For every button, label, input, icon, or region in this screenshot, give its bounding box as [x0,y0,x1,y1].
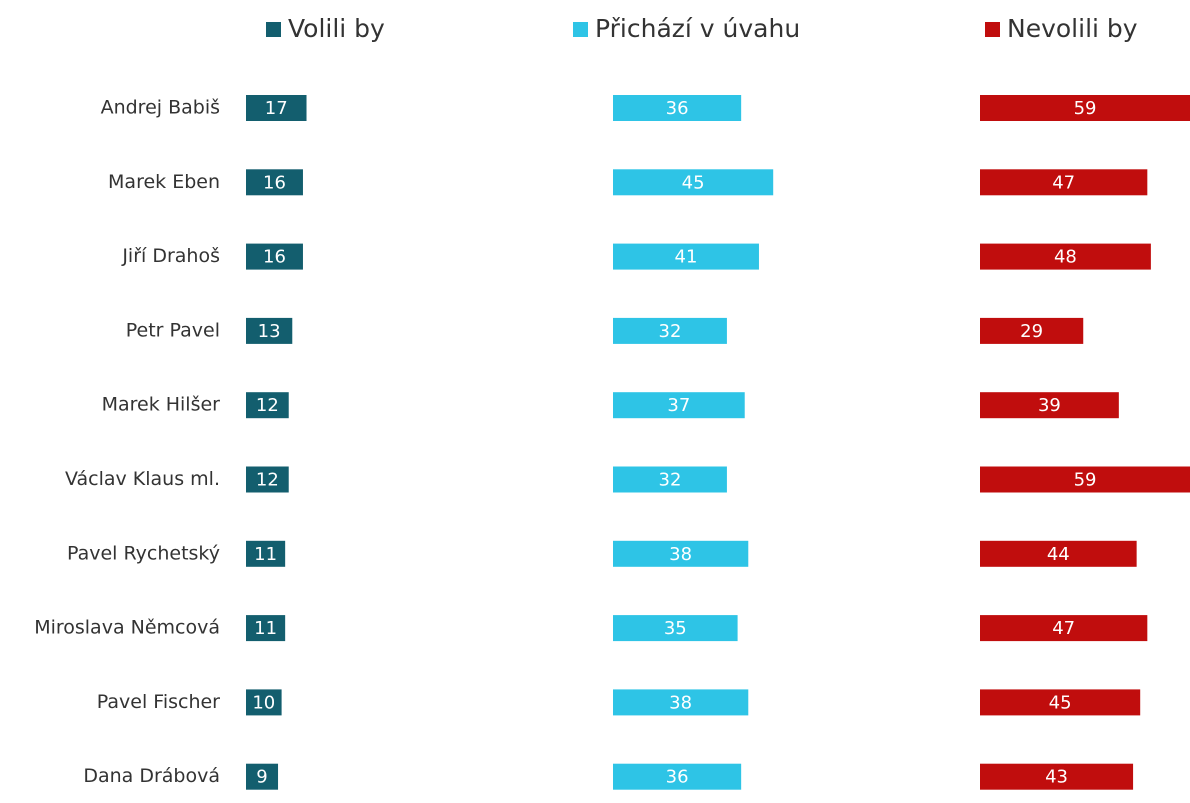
value-label: 37 [667,395,690,416]
value-label: 47 [1052,172,1075,193]
bar [246,540,286,567]
value-label: 11 [254,618,277,639]
value-label: 59 [1074,98,1097,119]
bar [246,95,307,121]
bar [613,615,738,642]
value-label: 12 [256,470,279,491]
legend-label: Přichází v úvahu [595,14,800,43]
value-label: 41 [675,247,698,268]
value-label: 36 [666,767,689,788]
bar [613,169,774,196]
value-label: 32 [659,470,682,491]
bar [980,689,1141,716]
category-label: Václav Klaus ml. [65,468,220,490]
category-label: Miroslava Němcová [34,617,220,639]
category-label: Petr Pavel [126,319,220,341]
value-label: 35 [664,618,687,639]
category-label: Andrej Babiš [101,97,220,119]
value-label: 36 [666,98,689,119]
bar [980,169,1148,196]
bar [246,243,303,270]
value-label: 39 [1038,395,1061,416]
bar [980,615,1148,642]
bar [613,466,727,493]
value-label: 10 [252,692,275,713]
value-label: 32 [659,321,682,342]
value-label: 38 [669,544,692,565]
category-label: Pavel Fischer [97,691,220,713]
bar [613,317,727,344]
bar [980,540,1137,567]
bar [980,392,1119,419]
category-label: Marek Hilšer [102,394,221,416]
bar [980,763,1134,790]
value-label: 17 [265,98,288,119]
bar [246,317,293,344]
bar [613,243,759,270]
category-label: Marek Eben [108,171,220,193]
legend-label: Volili by [288,14,385,43]
legend-swatch [985,22,1000,37]
value-label: 38 [669,692,692,713]
value-label: 16 [263,247,286,268]
value-label: 43 [1045,767,1068,788]
value-label: 13 [258,321,281,342]
bar [613,763,742,790]
bar [613,540,749,567]
legend-swatch [573,22,588,37]
legend-label: Nevolili by [1007,14,1138,43]
bar [613,392,745,419]
bar [613,95,742,121]
value-label: 47 [1052,618,1075,639]
value-label: 59 [1074,470,1097,491]
value-label: 45 [682,172,705,193]
bar [246,466,289,493]
value-label: 44 [1047,544,1070,565]
bar [246,392,289,419]
bar [246,689,282,716]
bar [246,763,279,790]
bar [246,169,303,196]
value-label: 12 [256,395,279,416]
legend-swatch [266,22,281,37]
bar [980,466,1190,493]
category-label: Dana Drábová [83,765,220,787]
category-label: Pavel Rychetský [67,542,220,564]
value-label: 29 [1020,321,1043,342]
bar [246,615,286,642]
value-label: 48 [1054,247,1077,268]
value-label: 9 [256,767,267,788]
value-label: 16 [263,172,286,193]
category-label: Jiří Drahoš [121,245,220,267]
bar [980,317,1084,344]
bar [613,689,749,716]
value-label: 11 [254,544,277,565]
bar [980,95,1190,121]
bar [980,243,1151,270]
value-label: 45 [1049,692,1072,713]
